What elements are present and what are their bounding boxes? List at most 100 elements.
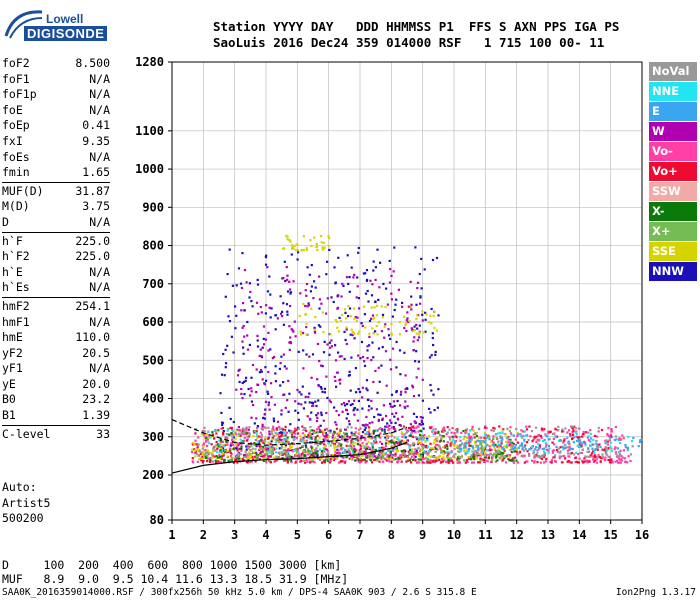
echo-point: [291, 449, 294, 452]
echo-point: [446, 447, 449, 451]
echo-point: [203, 430, 206, 433]
echo-point: [418, 336, 421, 339]
echo-point: [541, 447, 544, 451]
echo-point: [390, 460, 393, 463]
echo-point: [245, 445, 248, 448]
echo-point: [323, 387, 327, 390]
echo-point: [559, 446, 562, 449]
echo-point: [323, 443, 326, 446]
echo-point: [428, 356, 432, 359]
echo-point: [439, 454, 442, 457]
echo-point: [427, 459, 430, 462]
echo-point: [467, 457, 470, 460]
echo-point: [408, 434, 411, 437]
echo-point: [411, 442, 415, 446]
param-name: foEs: [2, 149, 30, 164]
echo-point: [569, 433, 572, 436]
echo-point: [448, 428, 451, 431]
echo-point: [349, 445, 352, 448]
echo-point: [347, 305, 350, 308]
echo-point: [240, 286, 244, 290]
echo-point: [209, 436, 212, 439]
echo-point: [319, 424, 322, 427]
echo-point: [270, 307, 273, 310]
echo-point: [273, 403, 276, 406]
echo-point: [471, 425, 474, 428]
auto-label: Auto:: [2, 480, 37, 494]
auto-program: Artist5: [2, 495, 51, 510]
echo-point: [596, 435, 599, 438]
echo-point: [356, 316, 359, 319]
echo-point: [262, 343, 266, 346]
echo-point: [405, 322, 408, 325]
echo-point: [533, 455, 536, 459]
echo-point: [562, 448, 565, 451]
echo-point: [347, 448, 350, 451]
echo-point: [280, 355, 283, 358]
echo-point: [410, 461, 413, 464]
echo-point: [413, 336, 416, 339]
echo-point: [431, 429, 434, 432]
echo-point: [300, 249, 303, 252]
echo-point: [363, 428, 366, 432]
echo-point: [219, 445, 222, 448]
echo-point: [470, 435, 473, 438]
echo-point: [196, 444, 200, 447]
echo-point: [329, 429, 332, 432]
echo-point: [267, 349, 270, 352]
echo-point: [284, 444, 287, 447]
echo-point: [245, 448, 248, 451]
echo-point: [222, 452, 225, 455]
echo-point: [443, 457, 446, 460]
echo-point: [445, 433, 448, 436]
echo-point: [463, 435, 466, 438]
echo-point: [515, 459, 518, 462]
echo-point: [614, 451, 617, 454]
echo-point: [366, 456, 369, 459]
y-tick-label: 500: [142, 353, 164, 367]
echo-point: [366, 349, 369, 352]
echo-point: [342, 447, 345, 450]
echo-point: [421, 399, 424, 402]
echo-point: [282, 449, 285, 452]
echo-point: [403, 426, 407, 429]
echo-point: [229, 459, 232, 462]
echo-point: [358, 461, 362, 464]
echo-point: [239, 453, 242, 456]
echo-point: [214, 449, 217, 452]
echo-point: [581, 461, 584, 464]
echo-point: [296, 447, 299, 450]
echo-point: [206, 451, 209, 454]
echo-point: [382, 282, 385, 285]
echo-point: [226, 273, 229, 276]
echo-point: [352, 307, 356, 310]
echo-point: [337, 256, 340, 259]
echo-point: [358, 390, 362, 393]
echo-point: [390, 441, 393, 444]
echo-point: [297, 350, 300, 353]
echo-point: [401, 415, 404, 418]
echo-point: [353, 433, 356, 436]
echo-point: [309, 437, 312, 440]
echo-point: [415, 426, 418, 429]
echo-point: [428, 450, 431, 453]
echo-point: [411, 435, 414, 438]
echo-point: [365, 379, 369, 382]
echo-point: [361, 423, 364, 427]
echo-point: [420, 420, 424, 423]
param-value: N/A: [89, 214, 110, 229]
echo-point: [262, 416, 265, 419]
echo-point: [235, 433, 238, 436]
echo-point: [429, 411, 432, 414]
echo-point: [226, 429, 229, 432]
echo-point: [268, 430, 271, 433]
echo-point: [265, 446, 268, 449]
echo-point: [450, 441, 453, 444]
echo-point: [303, 439, 306, 443]
echo-point: [407, 457, 410, 460]
echo-point: [262, 337, 265, 340]
echo-point: [288, 446, 292, 449]
echo-point: [278, 431, 281, 435]
echo-point: [530, 430, 534, 433]
echo-point: [274, 438, 277, 441]
